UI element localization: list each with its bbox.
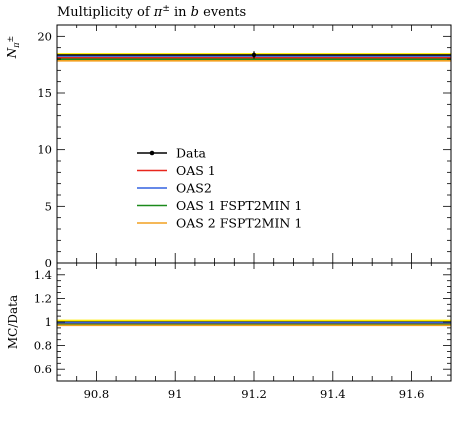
ylabel-part: ±	[6, 36, 15, 43]
title-part: b	[191, 5, 199, 20]
ylabel-part: N	[5, 47, 19, 59]
legend-label: OAS 1 FSPT2MIN 1	[176, 198, 302, 213]
y-tick-label: 20	[37, 29, 52, 43]
ratio-y-axis-label: MC/Data	[6, 295, 20, 349]
ratio-y-tick-label: 0.6	[34, 362, 52, 376]
x-tick-label: 91	[168, 387, 183, 401]
ratio-y-tick-label: 0.8	[34, 339, 52, 353]
y-tick-label: 15	[37, 86, 52, 100]
y-tick-label: 5	[45, 199, 52, 213]
y-tick-label: 0	[45, 256, 52, 270]
title-part: events	[199, 5, 246, 20]
data-point	[251, 52, 257, 58]
ratio-y-tick-label: 1.2	[34, 291, 52, 305]
main-plot-panel: 0 5 10 15 20	[37, 24, 452, 270]
ratio-y-tick-label: 1.4	[34, 268, 52, 282]
legend-label: OAS 1	[176, 163, 216, 178]
legend-label: OAS 2 FSPT2MIN 1	[176, 216, 302, 231]
x-tick-label: 91.6	[399, 387, 425, 401]
legend-label: OAS2	[176, 181, 212, 196]
legend: Data OAS 1 OAS2 OAS 1 FSPT2MIN 1 OAS 2 FSPT2…	[137, 146, 302, 231]
title-part: in	[170, 5, 191, 20]
main-y-axis-label: Nπ±	[5, 36, 21, 59]
x-tick-label: 91.2	[241, 387, 267, 401]
title-part: π	[153, 5, 163, 20]
x-tick-label: 91.4	[320, 387, 346, 401]
title-part: Multiplicity of	[57, 5, 154, 20]
ratio-y-tick-label: 1	[45, 315, 52, 329]
title-part: ±	[162, 4, 170, 14]
y-tick-label: 10	[37, 143, 52, 157]
chart-title: Multiplicity of π± in b events	[57, 4, 246, 20]
x-tick-label: 90.8	[84, 387, 110, 401]
legend-label: Data	[176, 146, 206, 161]
legend-marker	[149, 150, 155, 156]
ylabel-part: π	[12, 42, 21, 49]
ratio-plot-panel: 0.6 0.8 1 1.2 1.4 90.8 91 91.2 91.4 91.6	[34, 262, 452, 401]
